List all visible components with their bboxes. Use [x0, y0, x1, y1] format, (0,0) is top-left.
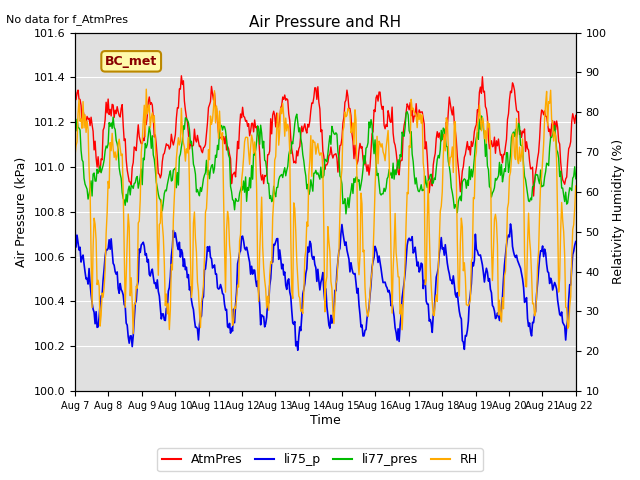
X-axis label: Time: Time [310, 414, 340, 427]
Text: BC_met: BC_met [105, 55, 157, 68]
Text: No data for f_AtmPres: No data for f_AtmPres [6, 14, 129, 25]
Y-axis label: Air Pressure (kPa): Air Pressure (kPa) [15, 156, 28, 267]
Title: Air Pressure and RH: Air Pressure and RH [250, 15, 401, 30]
Legend: AtmPres, li75_p, li77_pres, RH: AtmPres, li75_p, li77_pres, RH [157, 448, 483, 471]
Y-axis label: Relativity Humidity (%): Relativity Humidity (%) [612, 139, 625, 284]
